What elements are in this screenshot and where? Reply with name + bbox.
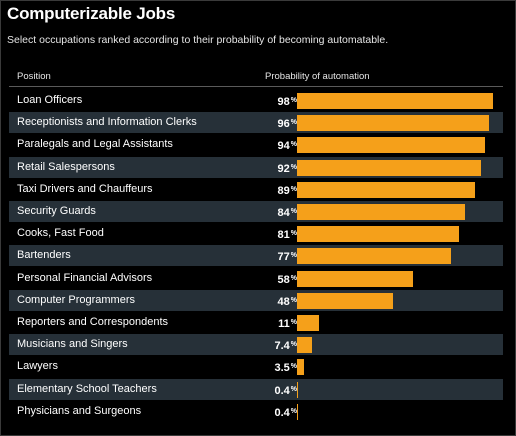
category-label: Taxi Drivers and Chauffeurs bbox=[17, 182, 153, 195]
bar-row: Musicians and Singers 7.4% bbox=[9, 334, 503, 356]
value-label: 11% bbox=[278, 318, 297, 330]
bar-row: Paralegals and Legal Assistants 94% bbox=[9, 134, 503, 155]
category-label: Lawyers bbox=[17, 360, 58, 373]
value-label: 0.4% bbox=[274, 406, 297, 419]
category-label: Receptionists and Information Clerks bbox=[17, 116, 197, 129]
bar bbox=[297, 93, 493, 109]
bar-row: Computer Programmers 48% bbox=[9, 289, 503, 311]
bar bbox=[297, 226, 459, 243]
bar-row: Cooks, Fast Food 81% bbox=[9, 223, 503, 244]
bar bbox=[297, 270, 413, 287]
chart-title: Computerizable Jobs bbox=[7, 4, 176, 23]
bar bbox=[297, 204, 465, 220]
category-label: Reporters and Correspondents bbox=[17, 316, 169, 328]
bar bbox=[297, 181, 475, 198]
bar-row: Lawyers 3.5% bbox=[9, 356, 503, 377]
value-label: 81% bbox=[277, 229, 297, 242]
value-label: 84% bbox=[277, 207, 297, 219]
category-label: Elementary School Teachers bbox=[17, 382, 157, 395]
value-label: 7.4% bbox=[274, 340, 297, 353]
bar-row: Elementary School Teachers 0.4% bbox=[9, 378, 503, 400]
value-label: 92% bbox=[277, 162, 297, 175]
bar-row: Bartenders 77% bbox=[9, 245, 503, 267]
value-label: 48% bbox=[277, 295, 297, 308]
bar bbox=[297, 292, 393, 309]
bar bbox=[297, 337, 312, 354]
value-label: 58% bbox=[277, 273, 297, 286]
header-divider bbox=[9, 86, 503, 87]
bar bbox=[297, 359, 304, 376]
value-label: 77% bbox=[277, 251, 297, 264]
bar bbox=[297, 248, 451, 265]
value-label: 98% bbox=[277, 96, 297, 108]
category-label: Physicians and Surgeons bbox=[17, 404, 142, 417]
category-label: Paralegals and Legal Assistants bbox=[17, 138, 173, 151]
value-label: 3.5% bbox=[274, 362, 297, 375]
value-label: 96% bbox=[277, 118, 297, 131]
category-label: Cooks, Fast Food bbox=[17, 227, 104, 240]
bar-row: Personal Financial Advisors 58% bbox=[9, 268, 503, 289]
category-label: Computer Programmers bbox=[17, 293, 135, 306]
value-label: 89% bbox=[277, 184, 297, 197]
category-label: Security Guards bbox=[17, 205, 96, 217]
bar-row: Reporters and Correspondents 11% bbox=[9, 312, 503, 333]
category-label: Personal Financial Advisors bbox=[17, 271, 153, 284]
probability-column-header: Probability of automation bbox=[265, 71, 370, 82]
bar bbox=[297, 115, 489, 132]
category-label: Loan Officers bbox=[17, 94, 83, 106]
bar bbox=[297, 159, 481, 176]
bar-row: Security Guards 84% bbox=[9, 201, 503, 222]
category-label: Bartenders bbox=[17, 249, 71, 262]
bar bbox=[297, 381, 298, 398]
bar-row: Receptionists and Information Clerks 96% bbox=[9, 112, 503, 134]
bar-row: Taxi Drivers and Chauffeurs 89% bbox=[9, 179, 503, 200]
value-label: 0.4% bbox=[274, 384, 297, 397]
bar bbox=[297, 137, 485, 154]
bar bbox=[297, 315, 319, 331]
bar-row: Physicians and Surgeons 0.4% bbox=[9, 401, 503, 422]
chart-subtitle: Select occupations ranked according to t… bbox=[7, 34, 389, 46]
category-label: Musicians and Singers bbox=[17, 338, 128, 351]
bar bbox=[297, 403, 298, 420]
value-label: 94% bbox=[277, 140, 297, 153]
bar-row: Loan Officers 98% bbox=[9, 90, 503, 111]
position-column-header: Position bbox=[17, 71, 51, 82]
bar-row: Retail Salespersons 92% bbox=[9, 156, 503, 178]
category-label: Retail Salespersons bbox=[17, 160, 115, 173]
